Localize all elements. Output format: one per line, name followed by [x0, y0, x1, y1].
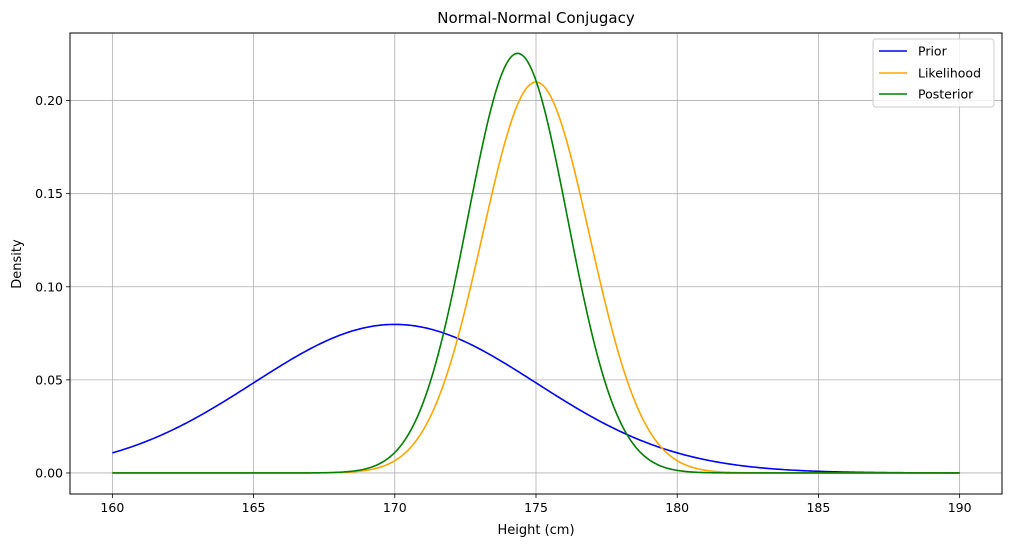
- x-tick-label: 170: [383, 500, 407, 515]
- chart-title: Normal-Normal Conjugacy: [437, 9, 635, 27]
- legend-label-posterior: Posterior: [918, 87, 974, 102]
- x-tick-label: 190: [948, 500, 972, 515]
- x-axis-ticks: 160 165 170 175 180 185 190: [100, 494, 972, 515]
- x-tick-label: 180: [665, 500, 689, 515]
- x-tick-label: 175: [524, 500, 548, 515]
- series-line-prior: [112, 323, 960, 474]
- y-tick-label: 0.10: [35, 279, 63, 294]
- series-line-posterior: [112, 52, 960, 474]
- grid: [70, 33, 1002, 494]
- x-tick-label: 165: [242, 500, 266, 515]
- series-lines: [112, 52, 960, 474]
- legend-label-prior: Prior: [918, 44, 948, 59]
- y-tick-label: 0.20: [35, 93, 63, 108]
- y-tick-label: 0.15: [35, 186, 63, 201]
- y-axis-ticks: 0.00 0.05 0.10 0.15 0.20: [35, 93, 70, 480]
- legend: Prior Likelihood Posterior: [872, 38, 995, 108]
- y-tick-label: 0.05: [35, 372, 63, 387]
- x-tick-label: 160: [100, 500, 124, 515]
- legend-box: [872, 38, 995, 108]
- legend-label-likelihood: Likelihood: [918, 66, 981, 81]
- y-tick-label: 0.00: [35, 465, 63, 480]
- y-axis-label: Density: [10, 239, 25, 289]
- x-axis-label: Height (cm): [497, 523, 574, 538]
- x-tick-label: 185: [806, 500, 830, 515]
